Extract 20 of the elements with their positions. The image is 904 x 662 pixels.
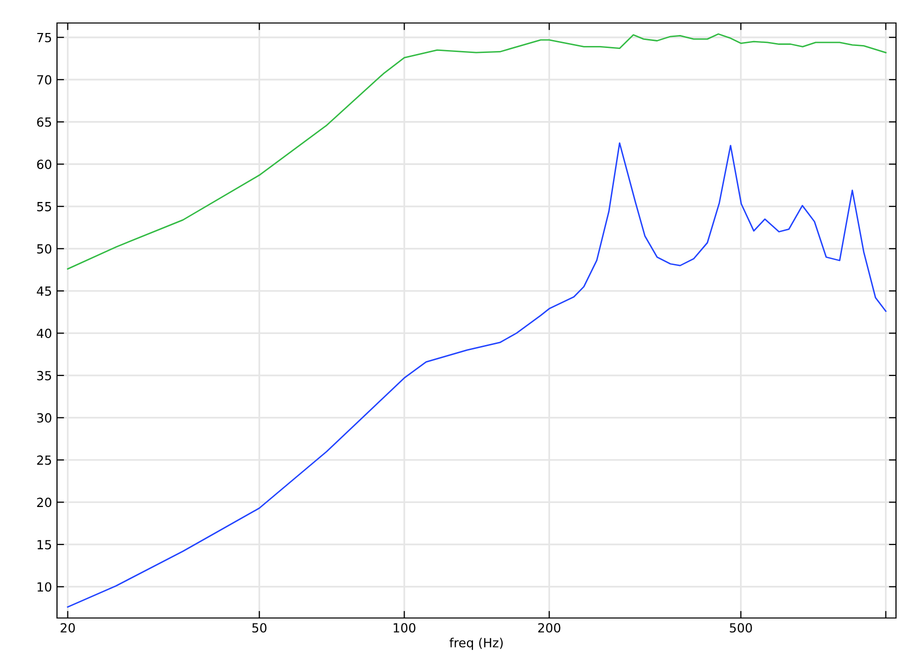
y-tick-label: 60: [37, 160, 52, 170]
y-tick-label: 20: [37, 498, 52, 508]
x-tick-label: 500: [730, 623, 752, 633]
y-tick-label: 15: [38, 540, 52, 550]
x-axis-title: freq (Hz): [450, 638, 503, 650]
y-tick-label: 70: [37, 75, 52, 85]
y-tick-label: 40: [36, 328, 52, 338]
y-tick-label: 25: [37, 455, 52, 465]
x-tick-label: 200: [538, 623, 560, 633]
x-tick-label: 50: [252, 623, 266, 633]
y-tick-label: 10: [38, 582, 52, 592]
y-tick-label: 55: [37, 202, 52, 212]
y-tick-label: 50: [37, 244, 52, 254]
y-tick-label: 45: [36, 286, 52, 296]
x-tick-label: 20: [60, 623, 75, 633]
y-tick-label: 30: [37, 413, 52, 423]
x-tick-label: 100: [394, 623, 416, 633]
y-tick-label: 65: [37, 117, 52, 127]
y-tick-label: 75: [37, 33, 52, 42]
y-tick-label: 35: [37, 370, 52, 380]
